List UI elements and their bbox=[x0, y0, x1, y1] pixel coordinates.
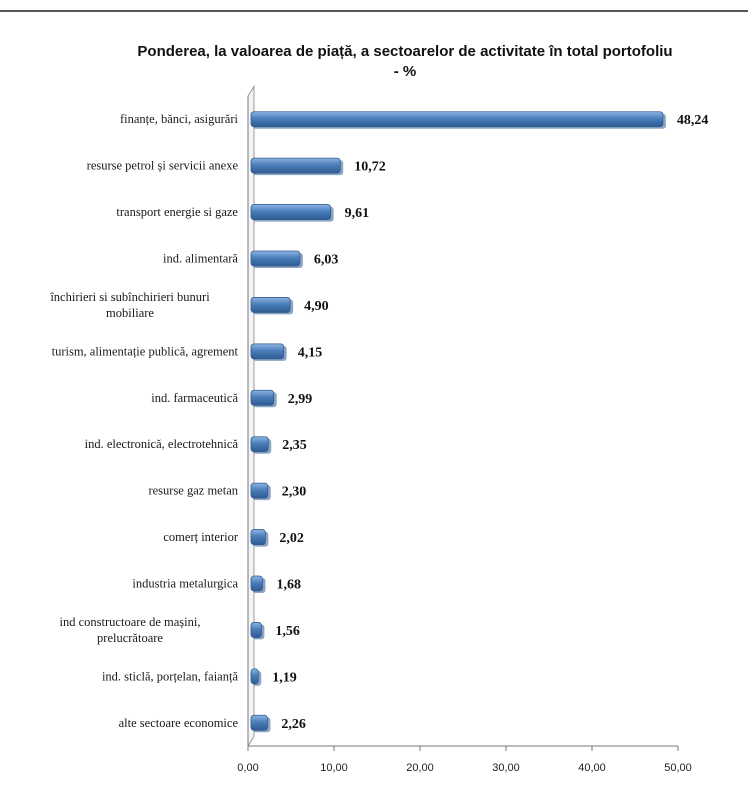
bar-value-label: 1,68 bbox=[276, 578, 301, 593]
category-label: resurse gaz metan bbox=[148, 484, 238, 498]
bar bbox=[250, 343, 285, 360]
bar-value-label: 2,30 bbox=[282, 485, 307, 500]
bar bbox=[250, 250, 301, 267]
bar bbox=[250, 622, 262, 638]
x-tick-label: 10,00 bbox=[320, 762, 348, 774]
bar bbox=[250, 482, 269, 499]
bar-value-label: 1,56 bbox=[275, 624, 300, 639]
bar-value-label: 2,26 bbox=[281, 717, 306, 732]
chart-title-line-1: Ponderea, la valoarea de piață, a sectoa… bbox=[137, 43, 673, 60]
bar-value-label: 9,61 bbox=[345, 206, 370, 221]
bar-value-label: 48,24 bbox=[677, 113, 709, 128]
category-label: ind constructoare de mașini, bbox=[60, 615, 201, 629]
bar bbox=[250, 668, 259, 685]
bar bbox=[250, 389, 275, 406]
bar-value-label: 2,99 bbox=[288, 392, 313, 407]
bar bbox=[250, 714, 268, 731]
bar bbox=[250, 111, 664, 128]
category-label: închirieri si subînchirieri bunuri bbox=[49, 290, 210, 304]
chart-title: Ponderea, la valoarea de piață, a sectoa… bbox=[60, 42, 748, 82]
category-label: comerț interior bbox=[163, 530, 238, 544]
bar bbox=[250, 157, 341, 174]
bar bbox=[250, 575, 263, 592]
bar-value-label: 10,72 bbox=[354, 160, 386, 175]
x-tick-label: 50,00 bbox=[664, 762, 692, 774]
bar bbox=[250, 204, 332, 220]
bar-value-label: 1,19 bbox=[272, 670, 297, 685]
category-label: ind. electronică, electrotehnică bbox=[85, 437, 239, 451]
category-label: ind. alimentară bbox=[163, 252, 238, 266]
axis-wall bbox=[247, 84, 255, 748]
category-label: turism, alimentație publică, agrement bbox=[52, 344, 239, 358]
bar bbox=[250, 436, 269, 453]
category-label: transport energie si gaze bbox=[116, 205, 238, 219]
bar bbox=[250, 529, 266, 545]
bar-value-label: 4,90 bbox=[304, 299, 329, 314]
x-tick-label: 40,00 bbox=[578, 762, 606, 774]
chart-title-line-2: - % bbox=[393, 63, 417, 80]
category-label: finanțe, bănci, asigurări bbox=[120, 112, 239, 126]
x-tick-label: 0,00 bbox=[237, 762, 258, 774]
category-label: ind. sticlă, porțelan, faianță bbox=[102, 669, 239, 683]
category-label: industria metalurgica bbox=[132, 577, 238, 591]
category-label: alte sectoare economice bbox=[119, 716, 239, 730]
bar-value-label: 6,03 bbox=[314, 253, 339, 268]
bar-value-label: 2,02 bbox=[279, 531, 304, 546]
bar-value-label: 4,15 bbox=[298, 345, 323, 360]
bar-value-label: 2,35 bbox=[282, 438, 307, 453]
category-label: prelucrătoare bbox=[97, 631, 163, 645]
x-tick-label: 20,00 bbox=[406, 762, 434, 774]
category-label: ind. farmaceutică bbox=[151, 391, 238, 405]
category-label: mobiliare bbox=[106, 306, 154, 320]
x-tick-label: 30,00 bbox=[492, 762, 520, 774]
top-rule bbox=[0, 10, 748, 12]
bar bbox=[250, 297, 291, 313]
category-label: resurse petrol și servicii anexe bbox=[87, 159, 239, 173]
